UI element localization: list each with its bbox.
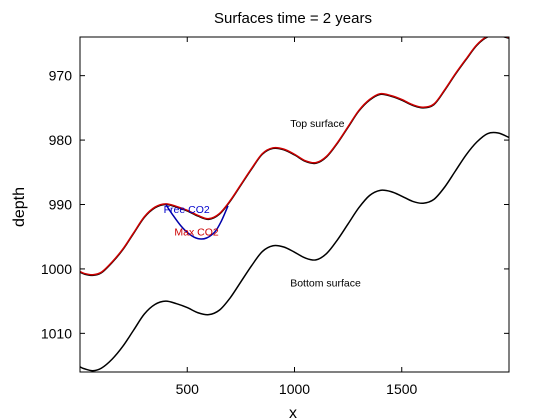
x-tick-label: 1000 — [279, 381, 310, 397]
annotation-4: Max CO2 — [174, 226, 219, 238]
y-tick-label: 1010 — [41, 325, 72, 341]
axes: 500 1000 1500 970 980 990 1000 1010 — [41, 36, 510, 397]
annotation-2: Bottom surface — [290, 277, 361, 289]
series-line-3 — [80, 131, 509, 372]
series-line-1 — [80, 37, 509, 277]
plot-area: Top surface Bottom surface Free CO2 Max CO2 — [80, 37, 509, 372]
chart-title: Surfaces time = 2 years — [214, 10, 372, 27]
axes-frame — [79, 36, 510, 373]
series-group — [80, 37, 509, 372]
annotation-1: Top surface — [290, 118, 344, 130]
series-line-2 — [80, 37, 509, 276]
y-tick-label: 1000 — [41, 261, 72, 277]
y-tick-label: 980 — [49, 132, 73, 148]
y-axis-label: depth — [11, 187, 28, 227]
y-tick-label: 970 — [49, 68, 73, 84]
annotation-3: Free CO2 — [164, 204, 210, 216]
x-tick-label: 1500 — [386, 381, 417, 397]
x-axis-label: x — [289, 405, 297, 420]
series-line-4 — [165, 204, 229, 240]
x-tick-label: 500 — [176, 381, 200, 397]
y-tick-label: 990 — [49, 197, 73, 213]
